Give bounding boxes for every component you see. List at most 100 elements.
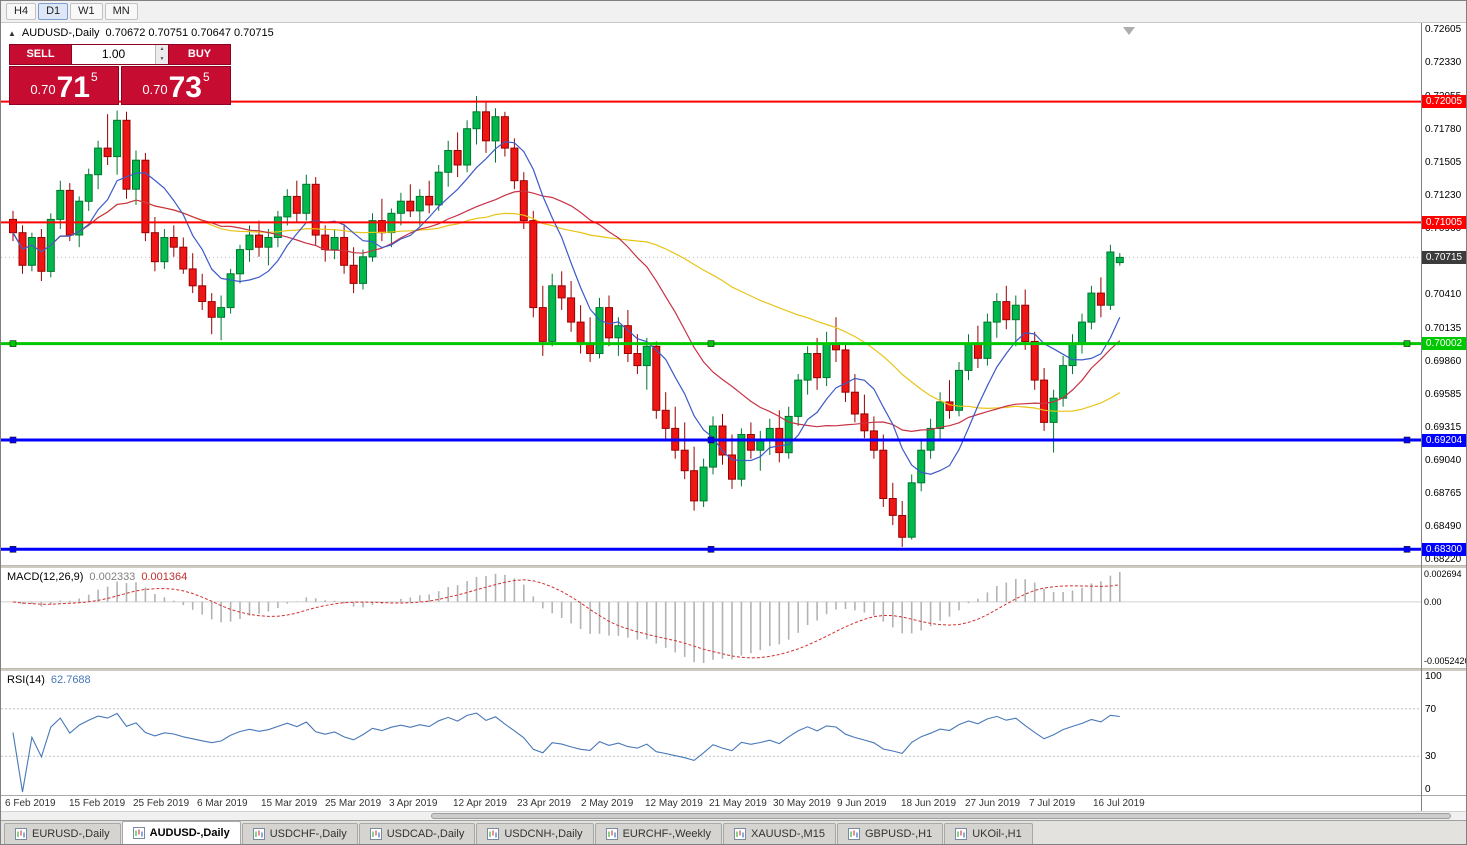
tab-label: AUDUSD-,Daily <box>149 827 230 839</box>
current-price-badge: 0.70715 <box>1422 250 1466 264</box>
tab-label: EURUSD-,Daily <box>32 828 110 840</box>
buy-price-pip-fraction: 5 <box>203 70 210 84</box>
price-axis-label: 0.70135 <box>1425 322 1462 334</box>
price-axis-label: 0.71230 <box>1425 190 1462 202</box>
tab-eurusd-daily[interactable]: EURUSD-,Daily <box>4 823 121 844</box>
chart-title: ▲ AUDUSD-,Daily 0.70672 0.70751 0.70647 … <box>8 27 274 39</box>
tab-label: XAUUSD-,M15 <box>750 828 825 840</box>
rsi-axis[interactable]: 100 70 30 0 <box>1422 671 1466 795</box>
timeframe-toolbar: H4 D1 W1 MN <box>1 1 1466 23</box>
time-axis-label: 12 May 2019 <box>645 798 703 809</box>
price-line-badge: 0.68300 <box>1422 542 1466 556</box>
tab-ukoil-h1[interactable]: UKOil-,H1 <box>944 823 1033 844</box>
time-axis-label: 16 Jul 2019 <box>1093 798 1145 809</box>
tab-label: USDCNH-,Daily <box>504 828 583 840</box>
time-axis-label: 7 Jul 2019 <box>1029 798 1076 809</box>
rsi-panel: RSI(14) 62.7688 100 70 30 0 <box>1 671 1466 795</box>
price-axis-label: 0.69860 <box>1425 355 1462 367</box>
macd-panel: MACD(12,26,9) 0.002333 0.001364 0.002694… <box>1 568 1466 668</box>
time-axis-label: 6 Feb 2019 <box>5 798 56 809</box>
tab-usdchf-daily[interactable]: USDCHF-,Daily <box>241 823 358 844</box>
time-axis-label: 6 Mar 2019 <box>197 798 248 809</box>
tab-label: EURCHF-,Weekly <box>622 828 711 840</box>
chart-tab-icon <box>955 828 968 840</box>
tab-label: GBPUSD-,H1 <box>864 828 933 840</box>
price-line-badge: 0.72005 <box>1422 95 1466 109</box>
scrollbar-thumb[interactable] <box>431 813 1451 819</box>
price-chart-panel: ▲ AUDUSD-,Daily 0.70672 0.70751 0.70647 … <box>1 23 1466 565</box>
price-axis[interactable]: 0.726050.723300.720550.717800.715050.712… <box>1422 23 1466 565</box>
axis-border-line <box>1421 23 1422 811</box>
price-axis-label: 0.68765 <box>1425 488 1462 500</box>
rsi-value: 62.7688 <box>50 674 91 686</box>
chart-tab-icon <box>15 828 27 840</box>
tab-usdcnh-daily[interactable]: USDCNH-,Daily <box>476 823 594 844</box>
time-axis-label: 15 Feb 2019 <box>69 798 126 809</box>
timeframe-h4-button[interactable]: H4 <box>6 3 37 20</box>
tab-usdcad-daily[interactable]: USDCAD-,Daily <box>358 823 476 844</box>
volume-value[interactable]: 1.00 <box>101 47 126 61</box>
rsi-chart[interactable] <box>1 671 1421 795</box>
chart-tab-icon <box>605 828 618 840</box>
price-line-badge: 0.71005 <box>1422 215 1466 229</box>
candlestick-chart[interactable] <box>1 23 1421 565</box>
volume-field[interactable]: 1.00 ▲ ▼ <box>72 44 168 65</box>
buy-button[interactable]: BUY <box>168 44 231 65</box>
sell-button[interactable]: SELL <box>9 44 72 65</box>
time-axis-label: 27 Jun 2019 <box>965 798 1021 809</box>
time-axis-label: 12 Apr 2019 <box>453 798 507 809</box>
one-click-trading-panel: SELL 1.00 ▲ ▼ BUY 0.70 71 5 0.70 <box>9 44 231 105</box>
volume-decrease-icon[interactable]: ▼ <box>156 54 168 64</box>
tab-gbpusd-h1[interactable]: GBPUSD-,H1 <box>836 823 944 844</box>
panel-splitter[interactable] <box>1 668 1466 671</box>
price-axis-label: 0.69585 <box>1425 389 1462 400</box>
volume-spinner: ▲ ▼ <box>155 45 168 64</box>
macd-name: MACD(12,26,9) <box>7 571 84 583</box>
price-axis-label: 0.70410 <box>1425 289 1462 301</box>
price-line-badge: 0.70002 <box>1422 337 1466 351</box>
panel-splitter[interactable] <box>1 565 1466 568</box>
price-axis-label: 0.72330 <box>1425 57 1462 69</box>
chart-tab-icon <box>369 828 382 840</box>
chart-tab-icon <box>132 827 145 839</box>
chart-tab-icon <box>847 828 860 840</box>
chart-tab-bar: EURUSD-,Daily AUDUSD-,Daily USDCHF-,Daily U… <box>1 820 1466 844</box>
tab-xauusd-m15[interactable]: XAUUSD-,M15 <box>722 823 836 844</box>
volume-increase-icon[interactable]: ▲ <box>156 45 168 55</box>
macd-chart[interactable] <box>1 568 1421 668</box>
sell-price-display[interactable]: 0.70 71 5 <box>9 66 119 105</box>
price-axis-label: 0.68490 <box>1425 521 1462 533</box>
time-axis-label: 25 Mar 2019 <box>325 798 382 809</box>
chart-tab-icon <box>733 828 746 840</box>
timeframe-mn-button[interactable]: MN <box>104 3 138 20</box>
sell-price-big-digits: 71 <box>56 71 90 104</box>
time-axis-label: 15 Mar 2019 <box>261 798 318 809</box>
price-axis-label: 0.69315 <box>1425 421 1462 433</box>
macd-header: MACD(12,26,9) 0.002333 0.001364 <box>7 571 187 583</box>
chart-tab-icon <box>487 828 500 840</box>
rsi-axis-label: 100 <box>1425 671 1442 682</box>
horizontal-scrollbar <box>1 811 1466 820</box>
time-axis-label: 18 Jun 2019 <box>901 798 957 809</box>
time-axis-label: 3 Apr 2019 <box>389 798 438 809</box>
price-axis-label: 0.69040 <box>1425 454 1462 466</box>
time-axis-label: 2 May 2019 <box>581 798 634 809</box>
buy-price-prefix: 0.70 <box>142 82 168 97</box>
tab-eurchf-weekly[interactable]: EURCHF-,Weekly <box>594 823 722 844</box>
rsi-header: RSI(14) 62.7688 <box>7 674 91 686</box>
price-axis-label: 0.71780 <box>1425 123 1462 135</box>
macd-axis[interactable]: 0.002694 0.00 -0.0052420 <box>1422 568 1466 668</box>
timeframe-d1-button[interactable]: D1 <box>38 3 69 20</box>
rsi-axis-label: 30 <box>1425 751 1437 763</box>
buy-price-big-digits: 73 <box>168 71 202 104</box>
price-axis-label: 0.72605 <box>1425 24 1462 36</box>
time-axis-label: 30 May 2019 <box>773 798 831 809</box>
buy-price-display[interactable]: 0.70 73 5 <box>121 66 231 105</box>
chart-shift-marker <box>1123 27 1135 35</box>
one-click-collapse-icon[interactable]: ▲ <box>8 28 16 38</box>
timeframe-w1-button[interactable]: W1 <box>70 3 103 20</box>
time-axis[interactable]: 6 Feb 2019 15 Feb 2019 25 Feb 2019 6 Mar 20… <box>1 795 1466 811</box>
tab-audusd-daily[interactable]: AUDUSD-,Daily <box>121 821 241 844</box>
tab-label: UKOil-,H1 <box>972 828 1022 840</box>
